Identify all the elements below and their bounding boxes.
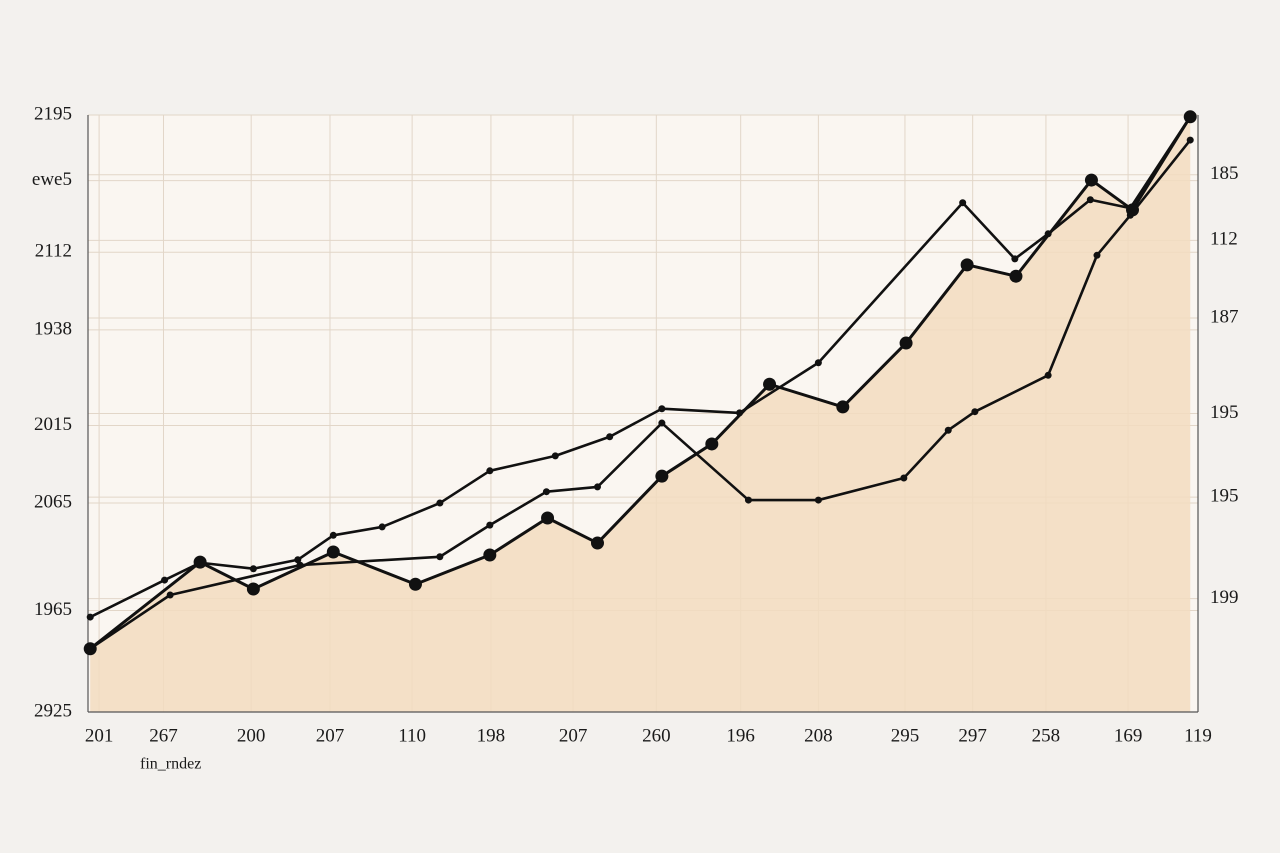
x-tick-label: 110 [398,725,426,746]
x-tick-label: 207 [316,725,345,746]
x-tick-label: 169 [1114,725,1143,746]
point [1183,110,1197,124]
y-tick-label: 2925 [34,700,72,721]
y2-tick-label: 187 [1210,306,1239,327]
y-tick-label: ewe5 [32,169,72,190]
point [436,553,444,561]
y2-tick-label: 195 [1210,485,1239,506]
area [90,116,1191,712]
line [89,116,1192,619]
y2-tick-label: 185 [1210,163,1239,184]
point [486,521,494,529]
point [1044,371,1052,379]
point [378,523,386,531]
y-tick-label: 1965 [34,599,72,620]
x-tick-label: 201 [85,725,114,746]
x-tick-label: 200 [237,725,266,746]
point [705,437,719,451]
line [89,116,1192,650]
point [326,545,340,559]
point [944,426,952,434]
point [1126,211,1134,219]
point [744,496,752,504]
point [900,474,908,482]
y2-tick-label: 112 [1210,229,1238,250]
point [959,199,967,207]
point [971,408,979,416]
y2-tick-label: 199 [1210,587,1239,608]
point [960,258,974,272]
point [166,591,174,599]
point [763,377,777,391]
point [590,536,604,550]
point [606,433,614,441]
point [814,359,822,367]
x-tick-label: 196 [726,725,755,746]
point [193,555,207,569]
point [86,645,94,653]
point [593,483,601,491]
x-tick-label: 295 [891,725,920,746]
y-tick-label: 1938 [34,318,72,339]
point [86,613,94,621]
point [1186,136,1194,144]
x-tick-label: 119 [1184,725,1212,746]
point [1086,196,1094,204]
x-axis-label: fin_rndez [140,756,201,773]
point [294,556,302,564]
point [1009,269,1023,283]
point [1084,173,1098,187]
point [296,561,304,569]
point [1093,251,1101,259]
point [246,582,260,596]
point [1011,255,1019,263]
y2-tick-label: 195 [1210,402,1239,423]
x-tick-label: 208 [804,725,833,746]
x-tick-label: 258 [1032,725,1061,746]
point [486,467,494,475]
point [408,577,422,591]
x-tick-label: 207 [559,725,588,746]
point [814,496,822,504]
point [899,336,913,350]
point [329,531,337,539]
point [542,488,550,496]
y-tick-label: 2112 [35,241,72,262]
point [483,548,497,562]
x-tick-label: 260 [642,725,671,746]
y-tick-label: 2065 [34,491,72,512]
point [655,469,669,483]
x-tick-label: 198 [477,725,506,746]
point [658,419,666,427]
point [541,511,555,525]
y-tick-label: 2015 [34,414,72,435]
point [836,400,850,414]
point [161,576,169,584]
y-tick-label: 2195 [34,103,72,124]
point [658,405,666,413]
point [551,452,559,460]
x-tick-label: 267 [149,725,178,746]
x-tick-label: 297 [958,725,987,746]
point [249,565,257,573]
point [436,499,444,507]
